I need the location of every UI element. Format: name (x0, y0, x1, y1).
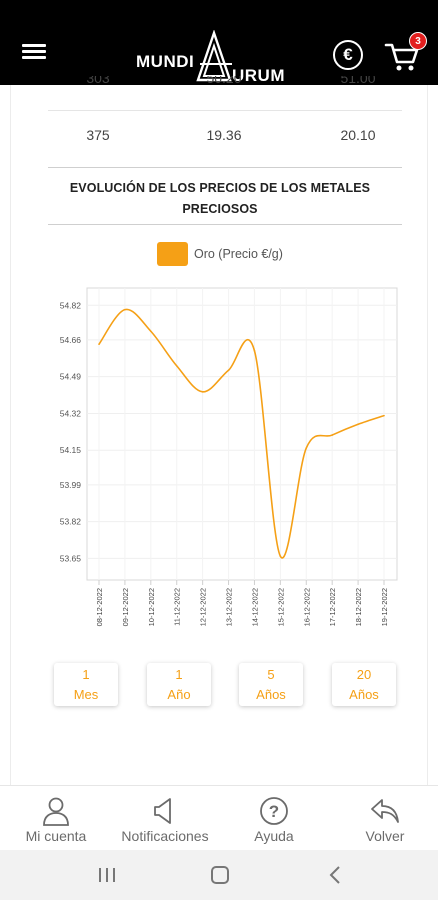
logo-word-aurum: URUM (232, 66, 285, 85)
nav-label: Volver (365, 828, 405, 844)
top-bar: MUNDI URUM € 3 (0, 0, 438, 85)
menu-icon-line (22, 56, 46, 59)
y-tick-label: 54.32 (60, 408, 82, 418)
home-icon[interactable] (209, 864, 231, 886)
nav-item-help[interactable]: ? Ayuda (244, 786, 304, 851)
chart-legend: Oro (Precio €/g) (157, 242, 283, 266)
x-tick-label: 14-12-2022 (250, 588, 259, 626)
data-point (175, 365, 178, 367)
bottom-nav: Mi cuenta Notificaciones ? Ayuda Volver (0, 785, 438, 850)
data-point (331, 434, 333, 436)
table-cell: 375 (86, 127, 110, 143)
data-point (227, 369, 230, 371)
period-unit: Años (256, 687, 286, 702)
nav-item-back[interactable]: Volver (355, 786, 415, 851)
table-row: 375 19.36 20.10 (48, 127, 402, 167)
series-line (98, 308, 385, 559)
x-tick-label: 18-12-2022 (354, 588, 363, 626)
data-point (98, 343, 100, 346)
x-tick-label: 16-12-2022 (302, 588, 311, 626)
y-tick-label: 54.82 (60, 300, 82, 310)
svg-text:?: ? (269, 802, 279, 821)
menu-icon-line (22, 50, 46, 53)
period-number: 1 (175, 667, 183, 682)
y-tick-label: 54.49 (60, 372, 82, 382)
plot-area-frame (86, 287, 398, 581)
period-number: 5 (267, 667, 275, 682)
table-divider (48, 110, 402, 111)
nav-item-notifications[interactable]: Notificaciones (112, 786, 218, 851)
section-divider (48, 167, 402, 168)
y-tick-label: 54.15 (60, 445, 82, 455)
x-tick-label: 17-12-2022 (328, 588, 337, 626)
legend-swatch (157, 242, 188, 266)
nav-label: Notificaciones (121, 828, 209, 844)
back-icon[interactable] (324, 864, 346, 886)
reply-arrow-icon (371, 799, 399, 823)
x-tick-label: 15-12-2022 (276, 588, 285, 626)
section-divider (48, 224, 402, 225)
x-tick-label: 09-12-2022 (121, 588, 130, 626)
cart-icon (384, 43, 419, 71)
period-unit: Mes (73, 687, 99, 702)
period-number: 1 (82, 667, 90, 682)
period-unit: Año (167, 687, 191, 702)
x-tick-label: 13-12-2022 (225, 588, 234, 626)
logo-triangle-icon (196, 30, 232, 82)
data-point (279, 555, 282, 558)
data-point (383, 414, 385, 417)
data-point (124, 308, 126, 311)
x-tick-label: 19-12-2022 (380, 588, 389, 626)
cart-button[interactable] (384, 42, 420, 72)
table-cell: 51.00 (340, 76, 376, 86)
period-button-20-years[interactable]: 20 Años (332, 663, 396, 706)
table-row: 303 50.20 51.00 (48, 76, 402, 90)
period-number: 20 (356, 667, 372, 682)
nav-label: Ayuda (254, 828, 294, 844)
system-nav-bar (0, 850, 438, 900)
data-point (305, 447, 308, 449)
data-point (357, 423, 359, 426)
period-unit: Años (349, 687, 379, 702)
price-chart: 53.65 53.82 53.99 54.15 54.32 54.49 54.66 54.82… (60, 287, 398, 626)
menu-button[interactable] (22, 42, 46, 62)
section-title: EVOLUCIÓN DE LOS PRECIOS DE LOS METALES … (69, 181, 371, 216)
table-cell: 20.10 (340, 127, 376, 143)
y-tick-label: 54.66 (60, 335, 82, 345)
y-tick-label: 53.99 (60, 480, 82, 490)
user-icon (43, 797, 69, 826)
period-button-5-years[interactable]: 5 Años (239, 663, 303, 706)
nav-label: Mi cuenta (25, 828, 87, 844)
table-cell: 19.36 (206, 127, 242, 143)
euro-icon: € (343, 45, 353, 64)
table-cell: 50.20 (206, 76, 242, 86)
logo-word-mundi: MUNDI (136, 52, 195, 71)
data-point (253, 349, 256, 352)
y-tick-label: 53.82 (60, 517, 82, 527)
cart-count-badge: 3 (409, 32, 427, 50)
data-point (150, 330, 152, 333)
brand-logo[interactable]: MUNDI URUM (134, 30, 306, 85)
menu-icon (22, 44, 46, 47)
legend-label: Oro (Precio €/g) (194, 247, 283, 261)
period-button-1-year[interactable]: 1 Año (147, 663, 211, 706)
period-button-1-month[interactable]: 1 Mes (54, 663, 118, 706)
data-point (201, 391, 204, 393)
x-tick-label: 10-12-2022 (147, 588, 156, 626)
x-tick-label: 12-12-2022 (199, 588, 208, 626)
y-tick-label: 53.65 (60, 553, 82, 563)
x-tick-label: 11-12-2022 (173, 588, 182, 626)
table-cell: 303 (86, 76, 110, 86)
x-tick-label: 08-12-2022 (95, 588, 104, 626)
currency-button[interactable]: € (333, 40, 363, 70)
nav-item-account[interactable]: Mi cuenta (14, 786, 98, 851)
recent-apps-icon[interactable] (96, 864, 118, 886)
megaphone-icon (154, 798, 171, 824)
help-icon: ? (260, 797, 288, 825)
